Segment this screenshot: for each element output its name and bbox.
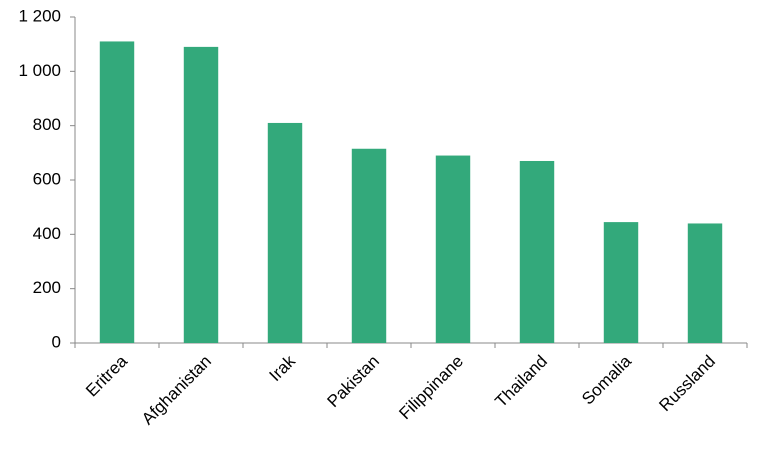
x-tick-label: Afghanistan: [138, 352, 215, 429]
y-tick-label: 800: [33, 115, 61, 134]
x-tick-label: Pakistan: [323, 352, 383, 412]
bar: [351, 148, 387, 343]
y-tick-label: 600: [33, 169, 61, 188]
y-tick-label: 0: [52, 332, 61, 351]
bar: [519, 160, 555, 343]
x-tick-label: Eritrea: [82, 351, 131, 400]
bar: [603, 222, 639, 343]
x-tick-label: Somalia: [578, 351, 635, 408]
x-tick-label: Filippinane: [395, 352, 467, 424]
x-tick-label: Thailand: [491, 352, 551, 412]
y-tick-label: 1 200: [18, 6, 61, 25]
y-tick-label: 200: [33, 278, 61, 297]
y-tick-label: 400: [33, 224, 61, 243]
bar: [435, 155, 471, 343]
bar: [99, 41, 135, 343]
bar: [687, 223, 723, 343]
y-tick-label: 1 000: [18, 61, 61, 80]
bar: [183, 46, 219, 344]
bar: [267, 122, 303, 343]
x-tick-label: Irak: [266, 351, 300, 385]
x-tick-label: Russland: [655, 352, 719, 416]
